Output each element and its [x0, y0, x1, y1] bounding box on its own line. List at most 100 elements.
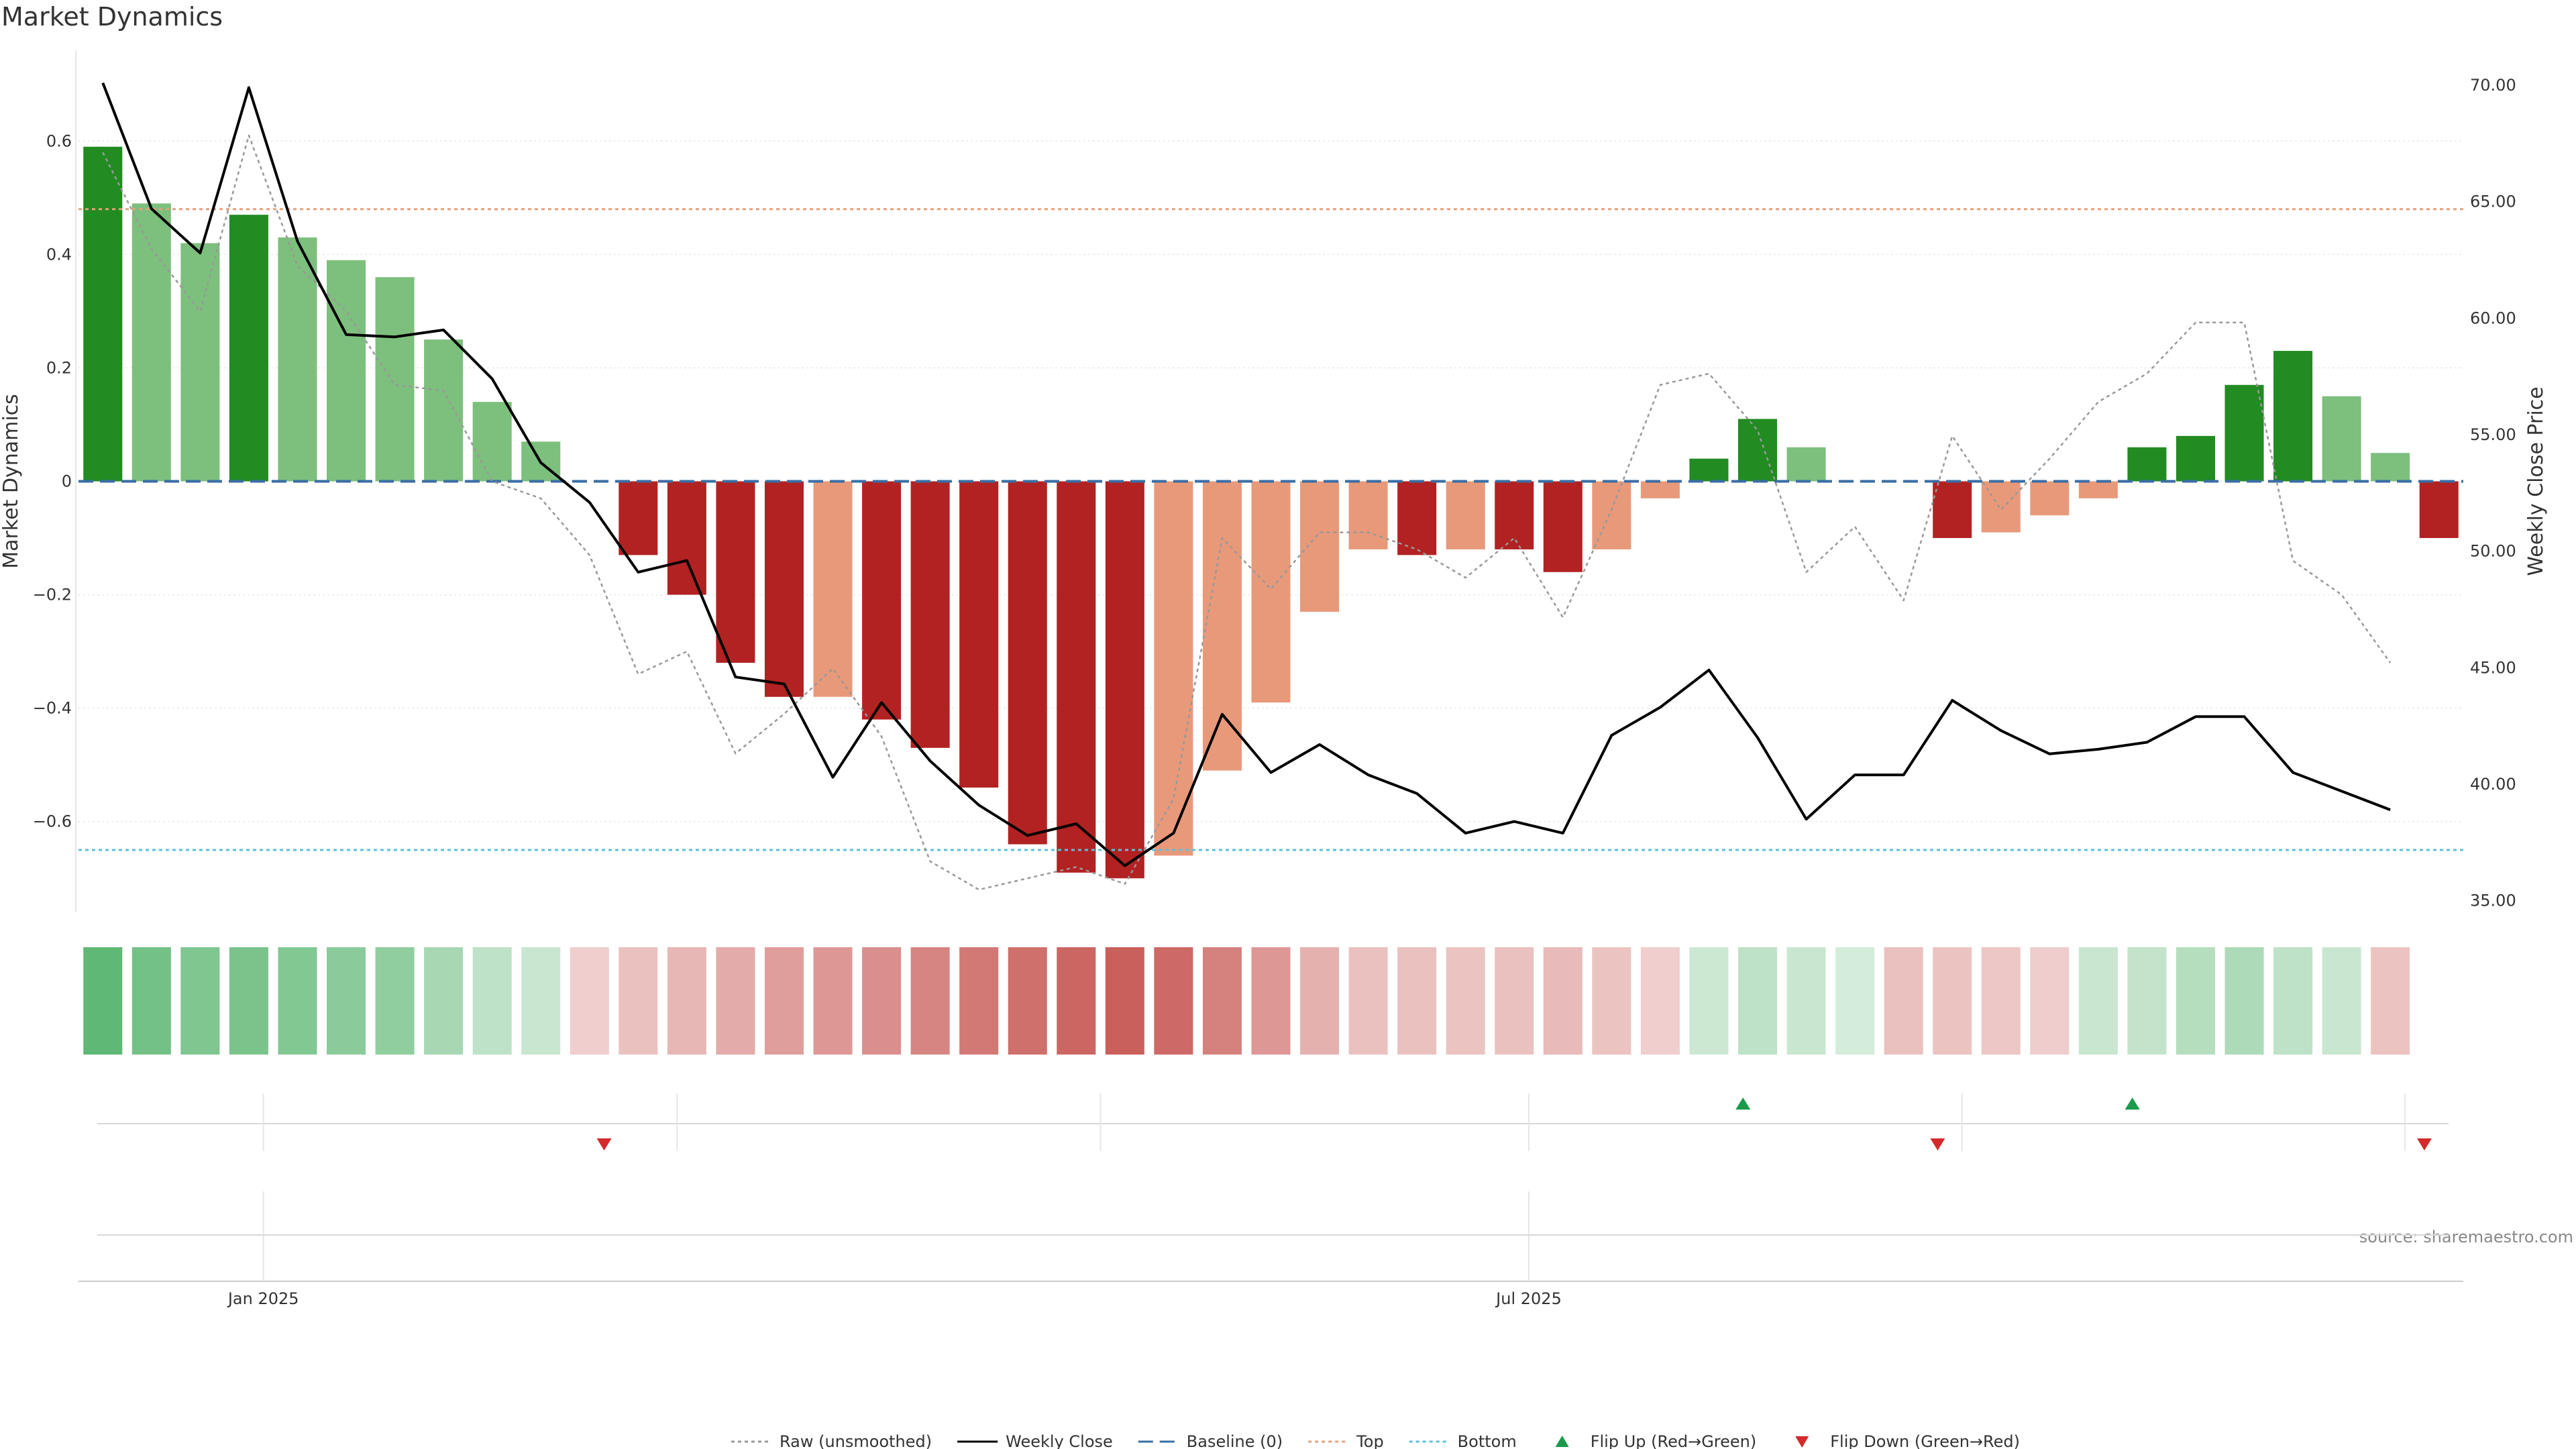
- bar: [1543, 481, 1582, 572]
- heat-cell: [1543, 947, 1582, 1055]
- heat-cell: [619, 947, 658, 1055]
- bar: [1105, 481, 1144, 879]
- heat-cell: [910, 947, 950, 1055]
- heat-cell: [1202, 947, 1242, 1055]
- bar: [2322, 396, 2361, 482]
- heat-cell: [278, 947, 317, 1055]
- heat-cell: [1933, 947, 1972, 1055]
- bar: [1592, 481, 1631, 549]
- heat-cell: [83, 947, 123, 1055]
- heat-cell: [1057, 947, 1096, 1055]
- bar: [1933, 481, 1972, 539]
- heat-cell: [667, 947, 706, 1055]
- heat-cell: [1105, 947, 1144, 1055]
- y2-tick-label: 70.00: [2470, 76, 2516, 95]
- heat-cell: [2371, 947, 2410, 1055]
- bar: [1397, 481, 1437, 555]
- heat-cell: [1446, 947, 1485, 1055]
- heat-cell: [1251, 947, 1291, 1055]
- heat-cell: [716, 947, 755, 1055]
- legend-label: Weekly Close: [1006, 1432, 1113, 1449]
- heat-cell: [1884, 947, 1923, 1055]
- legend-label: Bottom: [1458, 1432, 1517, 1449]
- y2-tick-label: 55.00: [2470, 425, 2516, 444]
- y-tick-label: 0: [62, 472, 72, 491]
- y-tick-label: −0.6: [33, 812, 72, 831]
- bar: [327, 260, 366, 482]
- bar: [375, 277, 415, 482]
- x-tick-label: Jul 2025: [1495, 1289, 1562, 1308]
- heat-cell: [1835, 947, 1875, 1055]
- heat-cell: [131, 947, 171, 1055]
- y-tick-label: 0.6: [46, 131, 72, 150]
- flip-down-marker: [1930, 1138, 1945, 1150]
- bar: [1251, 481, 1291, 703]
- heat-cell: [1495, 947, 1534, 1055]
- bar: [619, 481, 658, 555]
- y2-tick-label: 60.00: [2470, 309, 2516, 327]
- bar: [2273, 351, 2313, 482]
- heat-cell: [862, 947, 902, 1055]
- y-tick-label: 0.2: [46, 358, 72, 377]
- heat-cell: [1300, 947, 1340, 1055]
- y-tick-label: −0.4: [33, 699, 72, 718]
- bar: [1348, 481, 1388, 549]
- heat-cell: [1981, 947, 2021, 1055]
- heat-cell: [1154, 947, 1193, 1055]
- bar: [2224, 384, 2264, 482]
- bar: [716, 481, 755, 663]
- legend-label: Flip Up (Red→Green): [1591, 1432, 1757, 1449]
- heat-cell: [1640, 947, 1680, 1055]
- bar: [862, 481, 902, 720]
- bar: [2078, 481, 2118, 498]
- flip-up-marker: [2125, 1097, 2140, 1110]
- flip-down-marker: [2416, 1138, 2432, 1150]
- bar: [2419, 481, 2459, 539]
- bar: [83, 146, 123, 482]
- bar: [2030, 481, 2070, 516]
- legend-swatch: [1795, 1436, 1809, 1448]
- heat-cell: [2273, 947, 2313, 1055]
- bar: [1737, 419, 1778, 482]
- bar: [959, 481, 999, 788]
- bar: [2176, 435, 2215, 482]
- bar: [910, 481, 950, 748]
- heat-cell: [180, 947, 220, 1055]
- y2-tick-label: 45.00: [2470, 658, 2516, 677]
- y2-tick-label: 40.00: [2470, 775, 2516, 794]
- bar: [180, 243, 220, 482]
- heat-cell: [764, 947, 804, 1055]
- bar: [764, 481, 804, 697]
- heat-cell: [1397, 947, 1437, 1055]
- bar: [2371, 453, 2410, 482]
- heat-cell: [327, 947, 366, 1055]
- y2-tick-label: 50.00: [2470, 542, 2516, 561]
- bar: [229, 215, 268, 482]
- heat-cell: [472, 947, 512, 1055]
- source-label: source: sharemaestro.com: [2359, 1228, 2573, 1246]
- heat-cell: [2030, 947, 2070, 1055]
- heat-cell: [1592, 947, 1631, 1055]
- y-axis-title: Market Dynamics: [0, 394, 23, 569]
- x-tick-label: Jan 2025: [227, 1289, 299, 1308]
- heat-cell: [1737, 947, 1778, 1055]
- bar: [1446, 481, 1485, 549]
- heat-cell: [1008, 947, 1047, 1055]
- y-tick-label: −0.2: [33, 586, 72, 604]
- heat-cell: [521, 947, 561, 1055]
- bar: [1495, 481, 1534, 549]
- heat-cell: [424, 947, 464, 1055]
- bar: [472, 402, 512, 482]
- heat-cell: [2322, 947, 2361, 1055]
- bar: [813, 481, 853, 697]
- heat-cell: [2078, 947, 2118, 1055]
- bar: [1689, 458, 1729, 482]
- y-tick-label: 0.4: [46, 245, 72, 264]
- flip-down-marker: [596, 1138, 612, 1150]
- legend-label: Top: [1356, 1432, 1384, 1449]
- bar: [1300, 481, 1340, 612]
- heat-cell: [570, 947, 609, 1055]
- bar: [1154, 481, 1193, 856]
- heat-cell: [959, 947, 999, 1055]
